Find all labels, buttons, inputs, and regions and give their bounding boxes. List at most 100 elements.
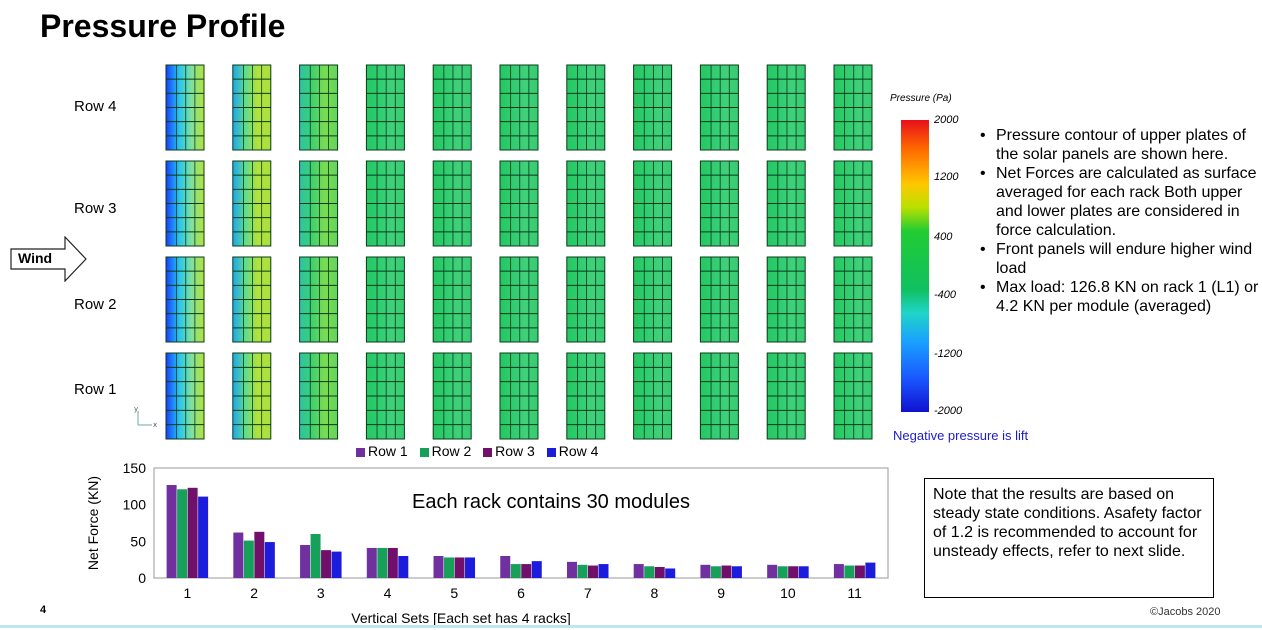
y-axis-label: Net Force (KN) — [85, 476, 101, 570]
svg-text:y: y — [134, 405, 138, 413]
x-tick-label: 2 — [250, 585, 258, 601]
bullet-list: Pressure contour of upper plates of the … — [978, 126, 1262, 316]
colorbar-tick: -400 — [934, 289, 957, 301]
colorbar-tick: 400 — [934, 231, 953, 243]
bar-row1-set-7 — [566, 561, 577, 578]
legend-item-row2: Row 2 — [419, 443, 472, 459]
legend-label: Row 2 — [431, 443, 472, 459]
negative-pressure-note: Negative pressure is lift — [893, 428, 1029, 443]
colorbar-title: Pressure (Pa) — [890, 93, 952, 104]
x-tick-label: 9 — [717, 585, 725, 601]
x-axis-label: Vertical Sets [Each set has 4 racks] — [351, 610, 570, 626]
bar-row2-set-8 — [644, 566, 655, 578]
row-label-3: Row 3 — [74, 200, 117, 217]
legend-swatch — [546, 447, 556, 457]
legend-label: Row 3 — [495, 443, 535, 459]
row-label-4: Row 4 — [74, 98, 117, 115]
legend-swatch — [483, 447, 493, 457]
bar-row3-set-3 — [321, 550, 332, 578]
bar-row1-set-2 — [233, 532, 244, 578]
bar-row3-set-4 — [387, 547, 398, 578]
bar-row3-set-11 — [854, 565, 865, 578]
bullet-item: Max load: 126.8 KN on rack 1 (L1) or 4.2… — [978, 278, 1262, 316]
bar-row1-set-4 — [366, 547, 377, 578]
row-label-1: Row 1 — [74, 381, 117, 398]
x-tick-label: 1 — [183, 585, 191, 601]
bar-row1-set-6 — [500, 556, 511, 578]
axes-triad-icon: y x — [134, 405, 157, 429]
x-tick-label: 7 — [584, 585, 592, 601]
bar-row3-set-2 — [254, 531, 265, 578]
bar-row3-set-6 — [521, 564, 532, 578]
bar-row3-set-1 — [187, 487, 198, 578]
bar-row2-set-7 — [577, 564, 588, 578]
bar-row4-set-9 — [731, 566, 742, 578]
bar-row3-set-9 — [721, 565, 732, 578]
x-tick-label: 5 — [450, 585, 458, 601]
bar-row4-set-7 — [598, 564, 609, 578]
bar-row4-set-3 — [331, 551, 342, 578]
bar-row1-set-9 — [700, 564, 711, 578]
net-force-bar-chart: 0 50 100 150 Net Force (KN) 1 2 3 4 5 6 7 8 9 10 11 Vert… — [85, 460, 889, 626]
y-tick-label: 50 — [130, 533, 146, 549]
note-box: Note that the results are based on stead… — [924, 478, 1214, 598]
legend-item-row3: Row 3 — [483, 443, 535, 459]
colorbar-tick: -2000 — [934, 405, 963, 417]
x-tick-label: 10 — [780, 585, 796, 601]
bar-row4-set-4 — [398, 556, 409, 578]
bar-row4-set-2 — [264, 542, 275, 578]
bar-row1-set-10 — [767, 564, 778, 578]
x-tick-label: 6 — [517, 585, 525, 601]
bar-row3-set-7 — [587, 565, 598, 578]
slide-number: 4 — [40, 604, 47, 616]
bar-row3-set-5 — [454, 557, 465, 578]
y-tick-label: 150 — [123, 460, 147, 476]
x-tick-label: 8 — [651, 585, 659, 601]
page-title: Pressure Profile — [40, 8, 286, 44]
chart-legend: Row 1 Row 2 Row 3 Row 4 — [356, 443, 606, 459]
bar-row1-set-3 — [300, 545, 311, 578]
bullet-item: Net Forces are calculated as surface ave… — [978, 164, 1262, 240]
wind-label: Wind — [18, 250, 52, 266]
bar-row1-set-11 — [833, 564, 844, 578]
bar-row2-set-4 — [377, 547, 388, 578]
legend-label: Row 4 — [558, 443, 599, 459]
bar-row3-set-10 — [788, 566, 799, 578]
y-tick-label: 0 — [138, 570, 146, 586]
legend-item-row4: Row 4 — [546, 443, 599, 459]
bullet-item: Pressure contour of upper plates of the … — [978, 126, 1262, 164]
bar-row4-set-10 — [798, 566, 809, 578]
bar-row4-set-6 — [531, 561, 542, 578]
bar-row2-set-3 — [310, 534, 321, 578]
bar-row4-set-5 — [465, 557, 476, 578]
bar-row2-set-11 — [844, 565, 855, 578]
footer-line — [0, 625, 1262, 628]
pressure-contour-image — [165, 64, 873, 440]
bar-row1-set-1 — [166, 485, 177, 578]
bar-row2-set-2 — [243, 540, 254, 578]
x-tick-label: 11 — [847, 585, 862, 601]
colorbar-tick: -1200 — [934, 348, 963, 360]
legend-label: Row 1 — [368, 443, 408, 459]
bar-row2-set-9 — [710, 566, 721, 578]
legend-swatch — [419, 447, 429, 457]
pressure-colorbar — [901, 120, 929, 412]
row-label-2: Row 2 — [74, 296, 117, 313]
plot-area — [153, 467, 889, 579]
y-tick-label: 100 — [123, 497, 147, 513]
chart-annotation: Each rack contains 30 modules — [412, 491, 690, 513]
legend-item-row1: Row 1 — [356, 443, 408, 459]
copyright: ©Jacobs 2020 — [1150, 606, 1221, 618]
legend-swatch — [356, 447, 365, 457]
bar-row3-set-8 — [654, 567, 665, 578]
wind-arrow-icon: Wind — [10, 236, 87, 282]
x-tick-label: 4 — [384, 585, 392, 601]
colorbar-tick: 1200 — [934, 171, 959, 183]
bar-row2-set-1 — [177, 489, 188, 578]
bar-row2-set-5 — [444, 557, 455, 578]
colorbar-tick: 2000 — [934, 114, 959, 126]
x-tick-label: 3 — [317, 585, 325, 601]
bar-row2-set-6 — [510, 564, 521, 578]
bullet-item: Front panels will endure higher wind loa… — [978, 240, 1262, 278]
bar-row4-set-1 — [198, 496, 209, 578]
